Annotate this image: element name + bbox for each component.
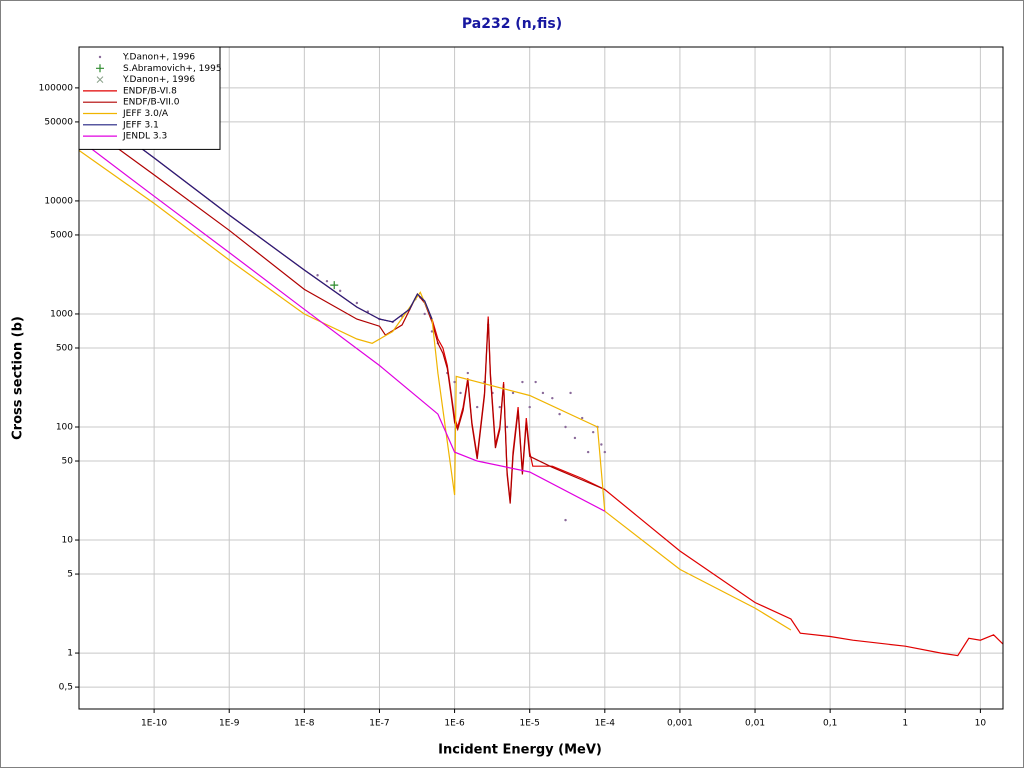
legend-label: JENDL 3.3 [122, 132, 167, 142]
x-tick-label: 1E-7 [369, 719, 389, 729]
data-point [600, 443, 603, 446]
data-point [459, 391, 462, 395]
data-point [453, 380, 456, 384]
legend-label: ENDF/B-VI.8 [123, 86, 177, 96]
series-line [79, 138, 606, 512]
x-tick-label: 1E-4 [595, 719, 616, 729]
y-tick-label: 100000 [39, 83, 74, 93]
y-tick-label: 500 [56, 343, 73, 353]
y-tick-label: 0,5 [59, 683, 73, 693]
chart-title: Pa232 (n,fis) [462, 16, 562, 32]
data-point [338, 289, 342, 293]
x-tick-label: 0,001 [667, 719, 693, 729]
data-point [580, 416, 584, 420]
x-axis-label: Incident Energy (MeV) [438, 743, 602, 758]
data-point [558, 412, 561, 416]
legend-marker [96, 64, 104, 73]
x-tick-label: 0,1 [823, 719, 837, 729]
data-point [521, 380, 524, 384]
legend-label: Y.Danon+, 1996 [122, 75, 195, 85]
data-point [586, 450, 590, 454]
data-point [569, 391, 572, 395]
x-tick-label: 1E-5 [519, 719, 539, 729]
data-point [466, 371, 470, 375]
y-tick-label: 5000 [50, 230, 73, 240]
data-point [316, 274, 319, 277]
data-point [528, 405, 531, 409]
legend-marker [96, 76, 104, 83]
data-point [325, 279, 329, 283]
plot [79, 101, 1003, 657]
y-tick-label: 100 [56, 422, 73, 432]
legend-box [78, 46, 221, 150]
data-point [330, 281, 339, 290]
x-tick-label: 1E-10 [141, 719, 167, 729]
plot-border [78, 46, 1004, 710]
legend-label: S.Abramovich+, 1995 [123, 64, 222, 74]
grid: 1E-10 1E-9 1E-8 1E-7 1E-6 1E-5 1E-4 0,001 0,01 0,… [39, 47, 1003, 729]
y-tick-label: 1 [67, 649, 73, 659]
y-tick-label: 10000 [44, 196, 73, 206]
y-tick-label: 5 [67, 570, 73, 580]
legend-label: JEFF 3.1 [122, 120, 159, 130]
data-point [505, 425, 509, 429]
y-tick-label: 50 [62, 457, 74, 467]
data-point [564, 425, 567, 429]
data-point [534, 380, 537, 384]
data-point [564, 518, 567, 522]
data-point [573, 436, 577, 440]
data-point [498, 405, 502, 409]
x-tick-label: 1E-6 [444, 719, 465, 729]
data-point [541, 391, 545, 395]
x-tick-label: 1E-9 [219, 719, 240, 729]
series-line [79, 149, 792, 631]
x-tick-label: 1 [902, 719, 908, 729]
data-point [423, 312, 426, 316]
legend-label: JEFF 3.0/A [122, 109, 169, 119]
series-line [79, 101, 433, 323]
data-point [355, 301, 359, 305]
y-axis-label: Cross section (b) [11, 316, 26, 440]
x-tick-label: 0,01 [745, 719, 765, 729]
data-point [591, 430, 595, 434]
y-tick-label: 10 [62, 536, 74, 546]
legend-label: ENDF/B-VII.0 [123, 98, 180, 108]
legend-marker [98, 55, 102, 59]
data-point [475, 405, 479, 409]
x-tick-label: 10 [975, 719, 987, 729]
legend-label: Y.Danon+, 1996 [122, 53, 195, 63]
data-point [603, 450, 607, 454]
data-point [511, 391, 515, 395]
y-tick-label: 50000 [44, 117, 73, 127]
x-tick-label: 1E-8 [294, 719, 315, 729]
y-tick-label: 1000 [50, 309, 73, 319]
data-point [430, 330, 434, 333]
data-point [551, 396, 554, 400]
